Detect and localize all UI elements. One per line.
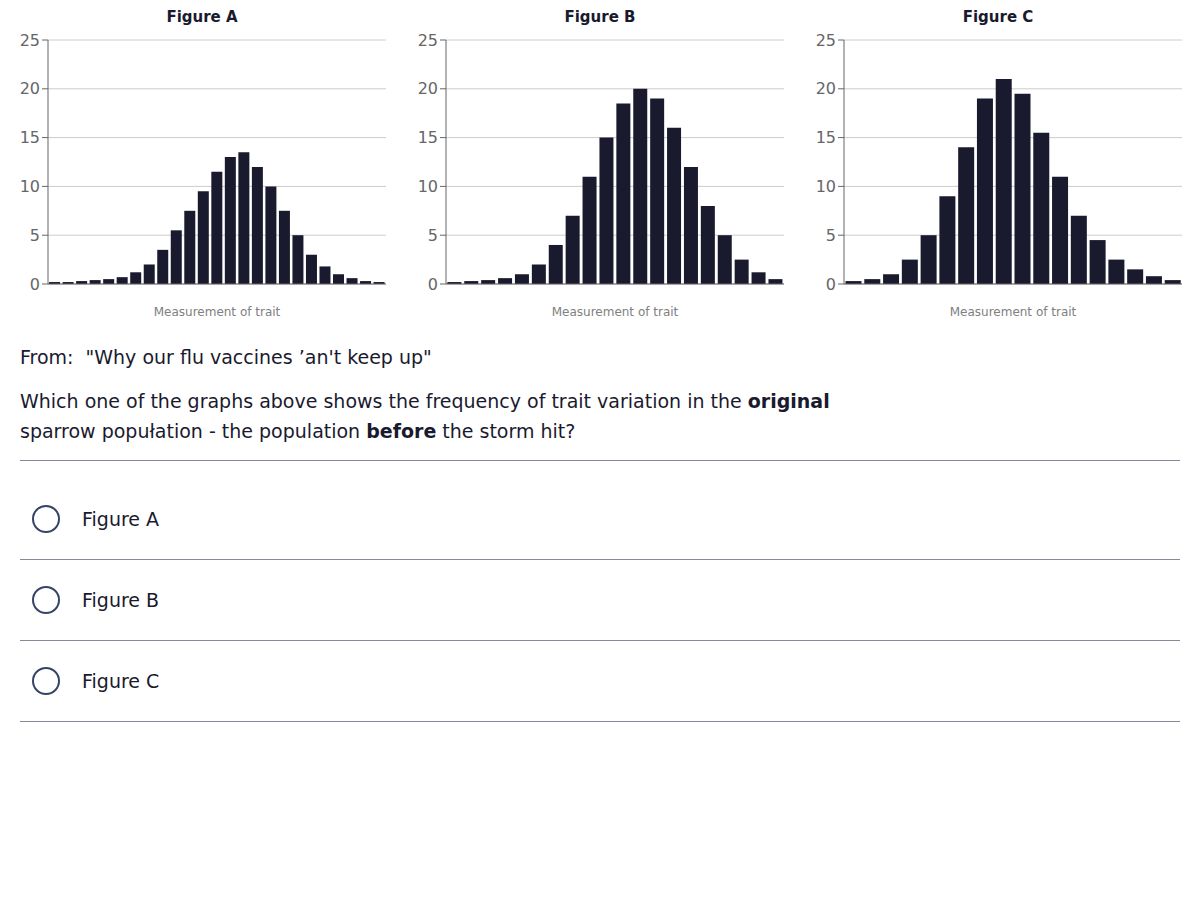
html-text:Figure A: Figure A bbox=[166, 8, 238, 26]
html-text:Figure B: Figure B bbox=[82, 589, 160, 611]
svg-text:15: 15 bbox=[418, 128, 438, 147]
html-text:Figure B: Figure B bbox=[564, 8, 636, 26]
svg-text:25: 25 bbox=[418, 31, 438, 50]
svg-text:15: 15 bbox=[816, 128, 836, 147]
svg-text:Measurement of trait: Measurement of trait bbox=[950, 305, 1077, 319]
svg-text:0: 0 bbox=[826, 275, 836, 294]
html-text:sparrow popułation - the popul: sparrow popułation - the population befo… bbox=[20, 420, 576, 442]
svg-text:10: 10 bbox=[418, 177, 438, 196]
svg-text:10: 10 bbox=[20, 177, 40, 196]
svg-text:20: 20 bbox=[816, 79, 836, 98]
svg-text:25: 25 bbox=[20, 31, 40, 50]
html-text:Figure C: Figure C bbox=[82, 670, 160, 692]
svg-text:0: 0 bbox=[30, 275, 40, 294]
svg-text:0: 0 bbox=[428, 275, 438, 294]
html-text:Figure A: Figure A bbox=[82, 508, 160, 530]
html-text:Which one of the graphs above: Which one of the graphs above shows the … bbox=[20, 390, 830, 412]
svg-text:20: 20 bbox=[20, 79, 40, 98]
html-text:From: "Why our flu vaccines ’a: From: "Why our flu vaccines ’an't keep u… bbox=[20, 346, 432, 368]
svg-text:Measurement of trait: Measurement of trait bbox=[154, 305, 281, 319]
svg-text:25: 25 bbox=[816, 31, 836, 50]
svg-text:20: 20 bbox=[418, 79, 438, 98]
svg-text:5: 5 bbox=[428, 226, 438, 245]
svg-text:5: 5 bbox=[826, 226, 836, 245]
svg-text:15: 15 bbox=[20, 128, 40, 147]
svg-text:Measurement of trait: Measurement of trait bbox=[552, 305, 679, 319]
svg-text:5: 5 bbox=[30, 226, 40, 245]
svg-text:10: 10 bbox=[816, 177, 836, 196]
html-text:Figure C: Figure C bbox=[962, 8, 1034, 26]
